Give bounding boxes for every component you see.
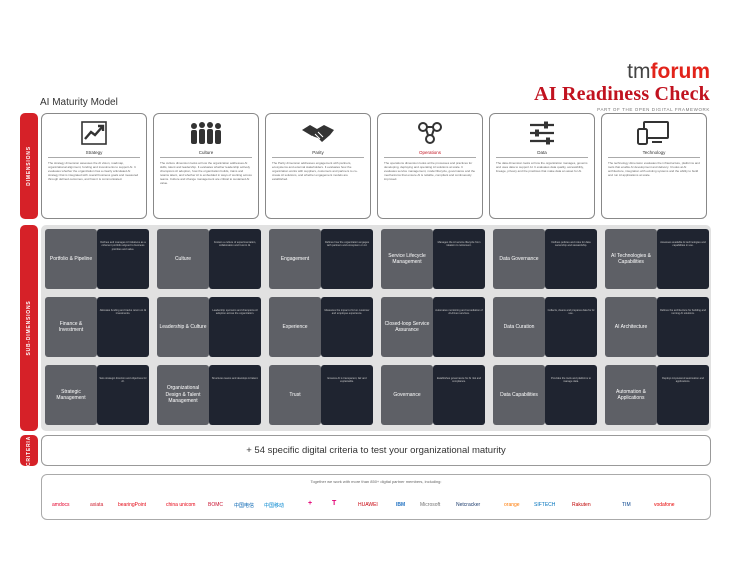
dimension-card-operations: Operations The operations dimension look…	[377, 113, 483, 219]
partner-logo: orange	[504, 502, 520, 508]
handshake-icon	[266, 120, 370, 146]
subdimension-trust: Trust	[269, 365, 321, 425]
subdimension-service-assurance: Closed-loop Service Assurance	[381, 297, 433, 357]
partner-logo: bearingPoint	[118, 502, 147, 508]
people-icon	[154, 120, 258, 146]
subdimension-description: Provides the tools and platforms to mana…	[545, 365, 597, 425]
subdimension-org-design-talent: Organizational Design & Talent Managemen…	[157, 365, 209, 425]
report-title: AI Readiness Check	[534, 83, 710, 105]
subdimension-description: Ensures AI is transparent, fair and expl…	[321, 365, 373, 425]
subdimension-ai-architecture: AI Architecture	[605, 297, 657, 357]
dimension-name: Technology	[642, 150, 666, 155]
partner-logo: 中国电信	[234, 503, 255, 509]
partner-logo: amdocs	[52, 502, 70, 508]
subdimension-description: Defines the architecture for building an…	[657, 297, 709, 357]
subdimension-culture: Culture	[157, 229, 209, 289]
criteria-banner: + 54 specific digital criteria to test y…	[41, 435, 711, 466]
partner-logo: Microsoft	[420, 502, 441, 508]
subdimension-data-curation: Data Curation	[493, 297, 545, 357]
sliders-icon	[490, 120, 594, 146]
report-subtitle: PART OF THE OPEN DIGITAL FRAMEWORK	[597, 107, 710, 112]
partner-logo: T	[332, 500, 337, 507]
row-tab-criteria: CRITERIA	[20, 435, 38, 466]
subdimension-ai-technologies: AI Technologies & Capabilities	[605, 229, 657, 289]
subdimensions-grid	[41, 225, 711, 431]
partner-logo: Rakuten	[572, 502, 591, 508]
partner-logo: SIFTECH	[534, 502, 556, 508]
subdimension-description: Defines policies and roles for data owne…	[545, 229, 597, 289]
subdimension-description: Fosters a culture of experimentation, co…	[209, 229, 261, 289]
subdimension-description: Collects, cleans and prepares data for A…	[545, 297, 597, 357]
subdimension-description: Structures teams and develops AI talent.	[209, 365, 261, 425]
brand-block: tmforum AI Readiness Check PART OF THE O…	[534, 60, 710, 112]
dimension-card-parity: Parity The Parity dimension addresses en…	[265, 113, 371, 219]
subdimension-description: Defines and manages AI initiatives as a …	[97, 229, 149, 289]
partner-logo: axiata	[90, 502, 104, 508]
subdimension-description: Sets strategic direction and objectives …	[97, 365, 149, 425]
network-icon	[378, 120, 482, 146]
chart-icon	[42, 120, 146, 146]
dimension-text: The Parity dimension addresses engagemen…	[272, 161, 358, 181]
subdimension-description: Allocates funding and tracks return on A…	[97, 297, 149, 357]
subdimension-description: Deploys AI-powered automation and applic…	[657, 365, 709, 425]
dimension-text: The technology dimension evaluates the i…	[608, 161, 700, 177]
subdimension-governance: Governance	[381, 365, 433, 425]
subdimension-description: Establishes governance for AI risk and c…	[433, 365, 485, 425]
subdimension-finance-investment: Finance & Investment	[45, 297, 97, 357]
partner-logo: IBM	[396, 502, 406, 508]
dimension-name: Parity	[312, 150, 324, 155]
partner-logo: vodafone	[654, 502, 675, 508]
partner-logo: china unicom	[166, 502, 196, 508]
subdimension-leadership-culture: Leadership & Culture	[157, 297, 209, 357]
dimension-name: Operations	[418, 150, 441, 155]
subdimension-service-lifecycle: Service Lifecycle Management	[381, 229, 433, 289]
dimension-card-strategy: Strategy The strategy dimension assesses…	[41, 113, 147, 219]
subdimension-description: Defines how the organization engages wit…	[321, 229, 373, 289]
subdimension-automation-applications: Automation & Applications	[605, 365, 657, 425]
partners-panel: Together we work with more than 850+ dig…	[41, 474, 711, 520]
subdimension-experience: Experience	[269, 297, 321, 357]
subdimension-engagement: Engagement	[269, 229, 321, 289]
dimension-text: The culture dimension looks at how the o…	[160, 161, 252, 185]
subdimension-data-governance: Data Governance	[493, 229, 545, 289]
dimension-name: Culture	[198, 150, 214, 155]
page-title: AI Maturity Model	[40, 97, 118, 108]
subdimension-strategic-management: Strategic Management	[45, 365, 97, 425]
partner-logo: TIM	[622, 502, 631, 508]
dimension-text: The data dimension looks at how the orga…	[496, 161, 588, 173]
partner-logo: BOMC	[208, 502, 223, 508]
tmforum-logo: tmforum	[627, 60, 710, 83]
dimension-name: Strategy	[85, 150, 103, 155]
dimension-card-data: Data The data dimension looks at how the…	[489, 113, 595, 219]
dimension-text: The strategy dimension assesses the AI v…	[48, 161, 139, 181]
partner-logo: +	[308, 500, 313, 507]
partner-logo: Netcracker	[456, 502, 481, 508]
dimension-text: The operations dimension looks at the pr…	[384, 161, 476, 181]
dimension-name: Data	[537, 150, 547, 155]
subdimension-description: Leadership sponsors and champions AI ado…	[209, 297, 261, 357]
devices-icon	[602, 120, 706, 146]
dimension-card-culture: Culture The culture dimension looks at h…	[153, 113, 259, 219]
partner-logo: HUAWEI	[358, 502, 378, 508]
subdimension-description: Assesses available AI technologies and c…	[657, 229, 709, 289]
subdimension-data-capabilities: Data Capabilities	[493, 365, 545, 425]
partner-logo: 中国移动	[264, 503, 285, 509]
subdimension-description: Measures the impact of AI on customer an…	[321, 297, 373, 357]
subdimension-portfolio-pipeline: Portfolio & Pipeline	[45, 229, 97, 289]
subdimension-description: Automates monitoring and remediation of …	[433, 297, 485, 357]
dimension-card-technology: Technology The technology dimension eval…	[601, 113, 707, 219]
row-tab-subdimensions: SUB-DIMENSIONS	[20, 225, 38, 431]
row-tab-dimensions: DIMENSIONS	[20, 113, 38, 219]
subdimension-description: Manages the AI service lifecycle from id…	[433, 229, 485, 289]
partners-lead: Together we work with more than 850+ dig…	[310, 479, 442, 484]
